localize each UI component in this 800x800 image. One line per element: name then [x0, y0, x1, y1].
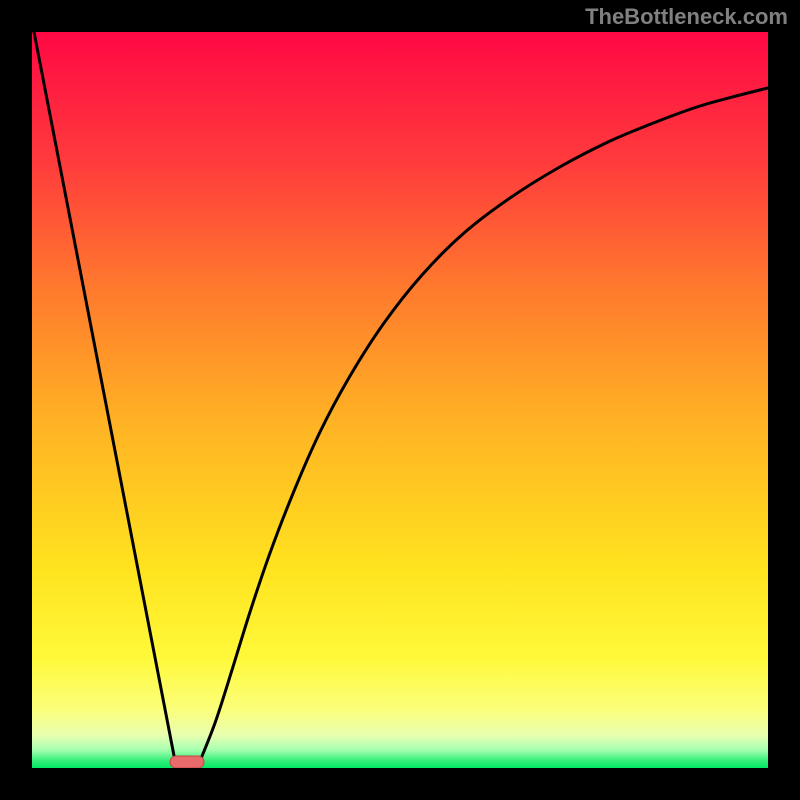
chart-container: TheBottleneck.com — [0, 0, 800, 800]
optimal-marker — [170, 756, 204, 768]
plot-background — [32, 32, 768, 768]
bottleneck-chart — [0, 0, 800, 800]
watermark-text: TheBottleneck.com — [585, 4, 788, 30]
